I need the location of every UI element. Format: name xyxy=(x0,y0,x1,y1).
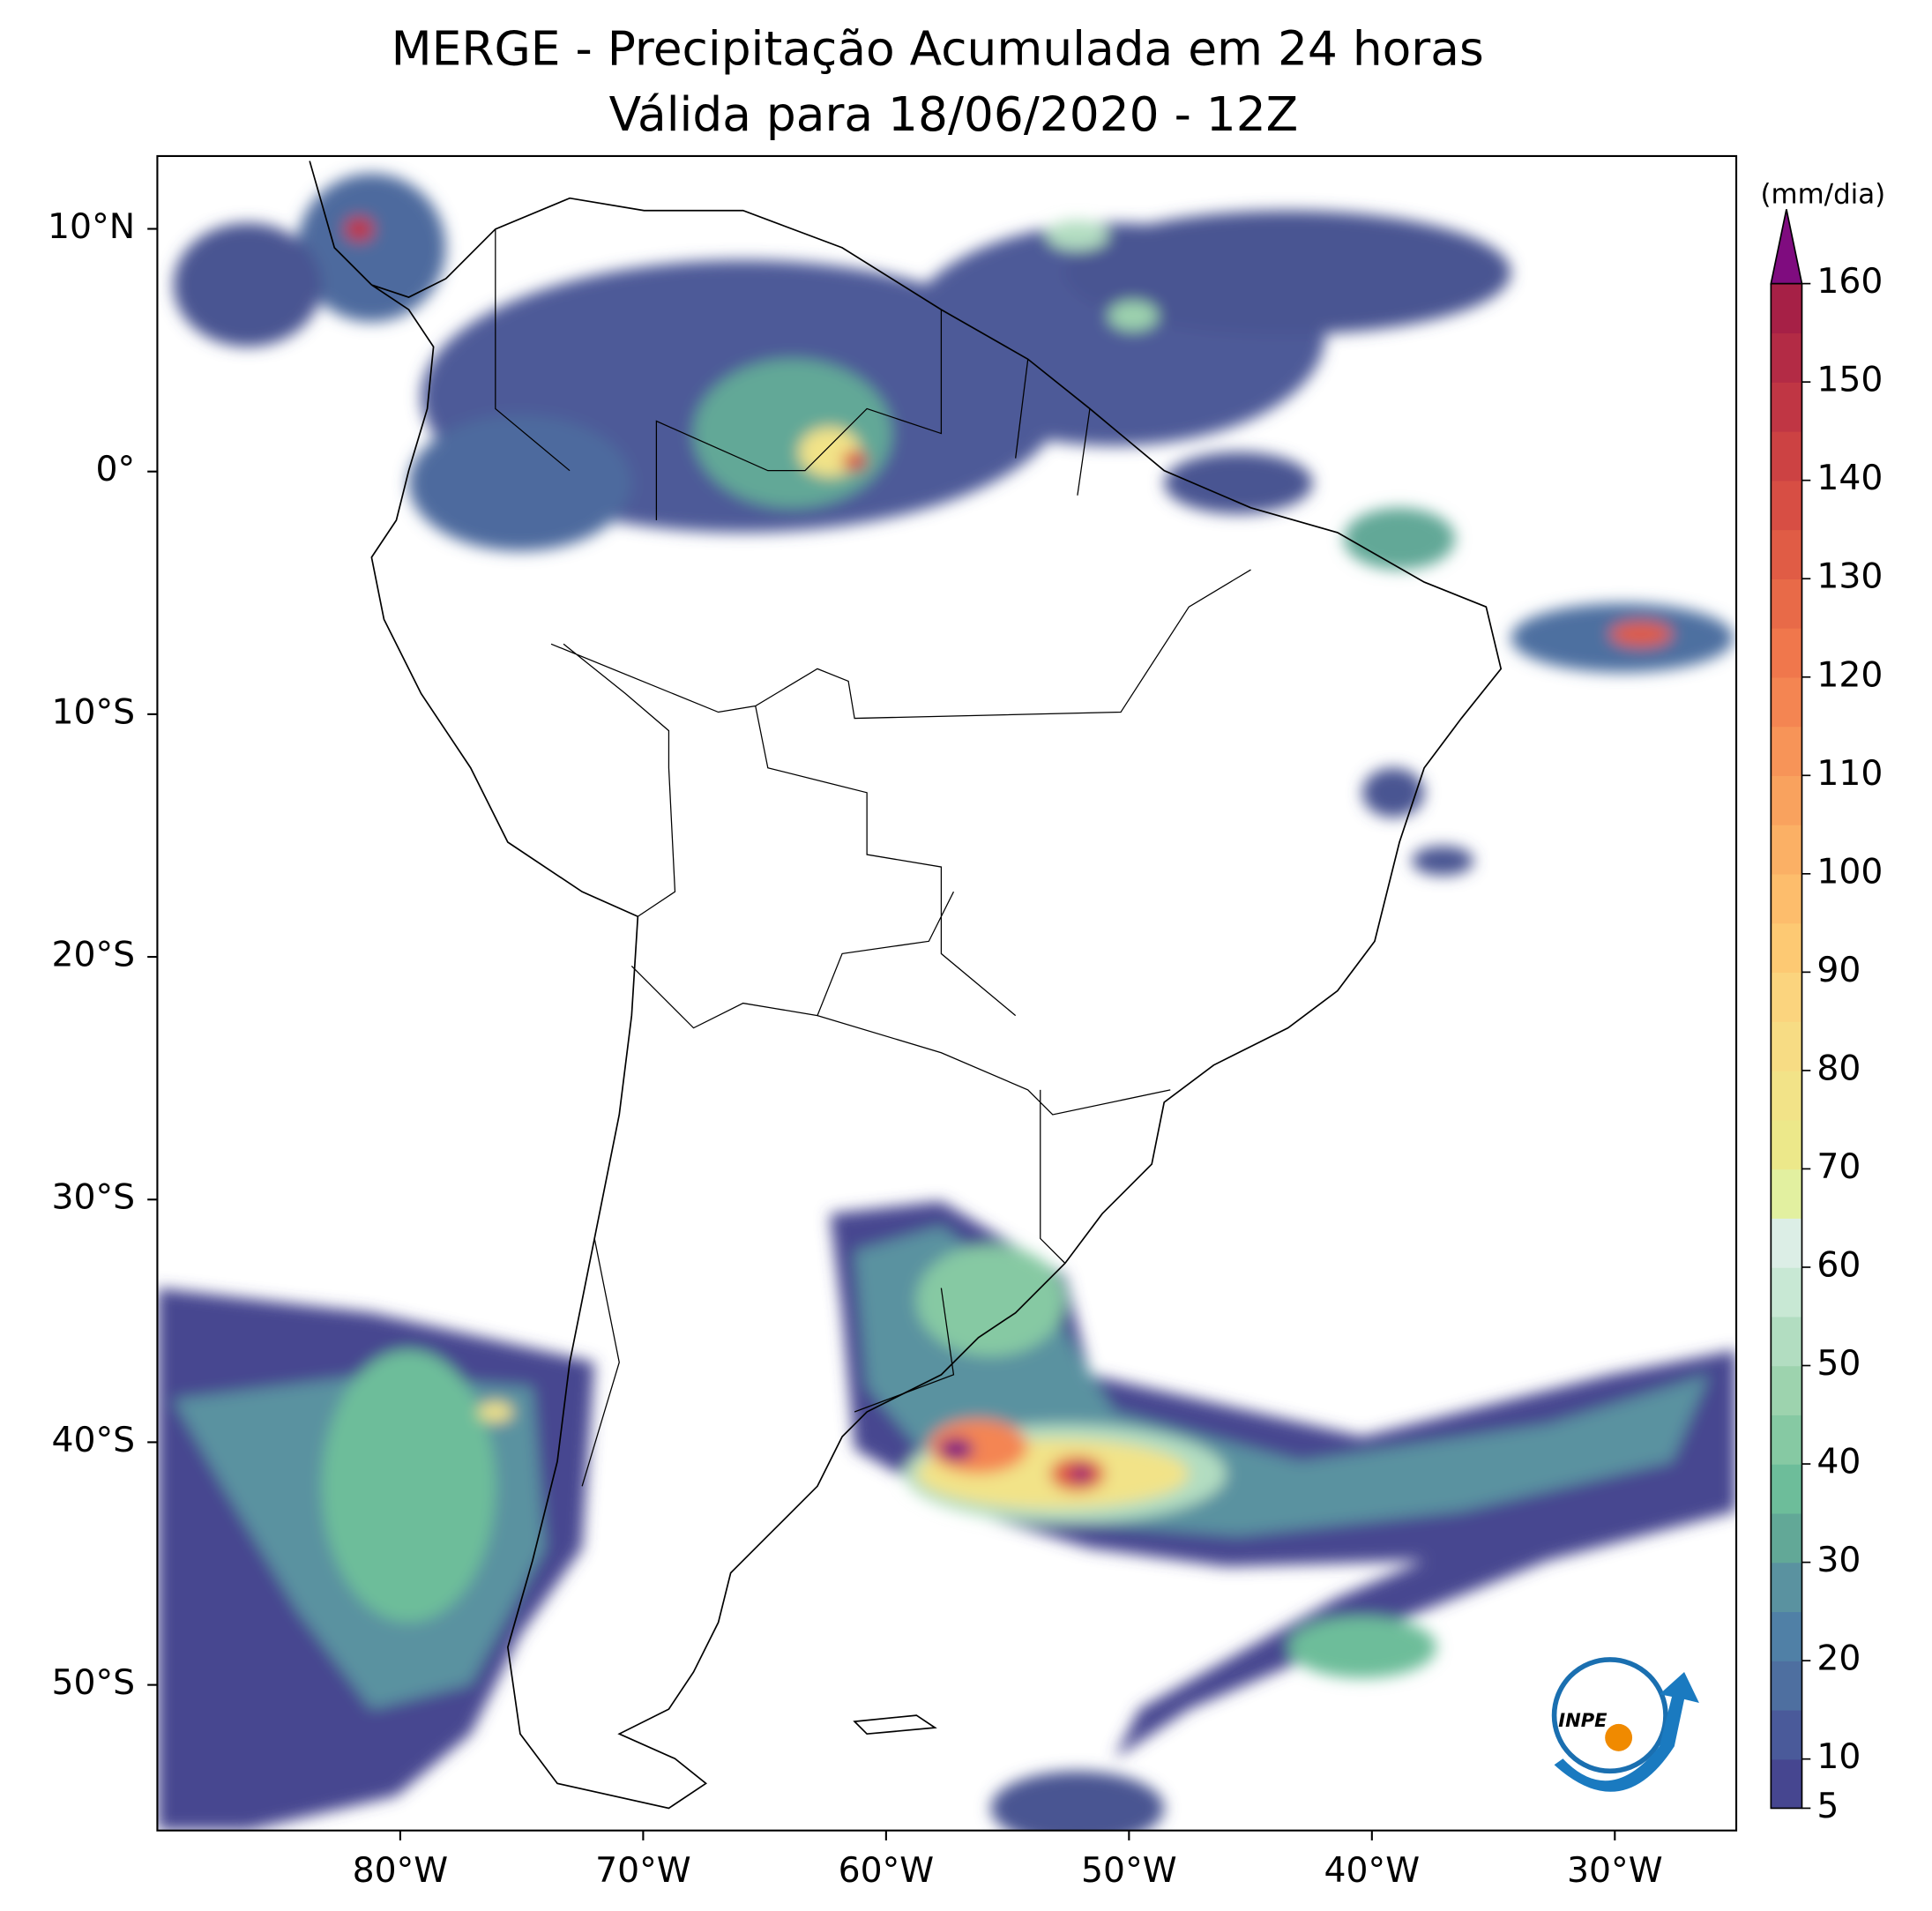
colorbar-segment xyxy=(1771,1119,1802,1170)
colorbar-segment xyxy=(1771,1611,1802,1661)
colorbar-tick-label: 10 xyxy=(1816,1737,1861,1777)
colorbar-segment xyxy=(1771,1562,1802,1613)
colorbar-segment xyxy=(1771,1758,1802,1810)
x-tick-label: 30°W xyxy=(1567,1851,1663,1891)
colorbar: 5 10 20 30 40 50 60 70 80 90 100 110 120 130 140 150 160 xyxy=(1770,209,1883,1826)
x-tick-label: 70°W xyxy=(595,1851,691,1891)
colorbar-segment xyxy=(1771,726,1802,776)
colorbar-segment xyxy=(1771,1168,1802,1219)
y-tick-label: 40°S xyxy=(52,1421,136,1460)
colorbar-segment xyxy=(1771,1709,1802,1760)
colorbar-segment xyxy=(1771,430,1802,481)
colorbar-tick-label: 130 xyxy=(1816,557,1883,597)
colorbar-segment xyxy=(1771,1021,1802,1071)
chart-subtitle: Válida para 18/06/2020 - 12Z xyxy=(609,86,1299,142)
colorbar-segment xyxy=(1771,972,1802,1022)
borders xyxy=(495,228,1251,1487)
colorbar-tick-label: 120 xyxy=(1816,655,1883,695)
colorbar-segment xyxy=(1771,1218,1802,1268)
y-tick-label: 30°S xyxy=(52,1178,136,1218)
colorbar-segment xyxy=(1771,283,1802,334)
coastlines xyxy=(309,160,1503,1810)
x-tick-label: 50°W xyxy=(1081,1851,1177,1891)
colorbar-tick-label: 30 xyxy=(1816,1541,1861,1580)
x-tick-label: 60°W xyxy=(839,1851,935,1891)
colorbar-frame xyxy=(1770,283,1803,1810)
colorbar-segment xyxy=(1771,1266,1802,1318)
colorbar-extend xyxy=(1770,209,1803,285)
colorbar-segment xyxy=(1771,382,1802,432)
y-tick-label: 10°N xyxy=(48,207,135,247)
colorbar-segment xyxy=(1771,579,1802,629)
logo-text: INPE xyxy=(1558,1709,1608,1731)
colorbar-tick-label: 50 xyxy=(1816,1344,1861,1384)
colorbar-segment xyxy=(1771,1365,1802,1415)
coastline xyxy=(370,197,1503,1810)
map-frame xyxy=(156,154,1738,1832)
colorbar-segment xyxy=(1771,1316,1802,1367)
x-tick-label: 80°W xyxy=(353,1851,449,1891)
colorbar-segment xyxy=(1771,775,1802,825)
y-tick-label: 50°S xyxy=(52,1663,136,1703)
logo-arrow xyxy=(1554,1671,1699,1792)
colorbar-segment xyxy=(1771,627,1802,678)
colorbar-tick-label: 5 xyxy=(1816,1787,1839,1826)
colorbar-segment xyxy=(1771,1512,1802,1564)
colorbar-segment xyxy=(1771,676,1802,728)
colorbar-tick-label: 100 xyxy=(1816,852,1883,892)
colorbar-tick-label: 110 xyxy=(1816,754,1883,794)
colorbar-segment xyxy=(1771,825,1802,875)
coastline xyxy=(309,160,372,286)
colorbar-tick-label: 70 xyxy=(1816,1147,1861,1187)
colorbar-tick-label: 40 xyxy=(1816,1443,1861,1482)
x-tick-label: 40°W xyxy=(1324,1851,1421,1891)
colorbar-tick-label: 90 xyxy=(1816,951,1861,990)
colorbar-tick-label: 160 xyxy=(1816,262,1883,302)
y-tick-label: 0° xyxy=(95,450,135,489)
logo-ring xyxy=(1551,1657,1668,1774)
colorbar-label: (mm/dia) xyxy=(1760,178,1885,210)
colorbar-tick-label: 150 xyxy=(1816,361,1883,400)
colorbar-tick-label: 60 xyxy=(1816,1245,1861,1285)
precipitation-field xyxy=(157,173,1737,1831)
colorbar-segment xyxy=(1771,922,1802,974)
colorbar-segment xyxy=(1771,1464,1802,1514)
colorbar-tick-label: 80 xyxy=(1816,1049,1861,1088)
coastline xyxy=(853,1714,937,1736)
y-tick-label: 20°S xyxy=(52,936,136,975)
colorbar-tick-label: 20 xyxy=(1816,1639,1861,1679)
colorbar-segment xyxy=(1771,1661,1802,1711)
colorbar-tick-label: 140 xyxy=(1816,459,1883,498)
colorbar-segment xyxy=(1771,529,1802,579)
logo-dot xyxy=(1605,1723,1633,1751)
logo: INPE xyxy=(1551,1657,1699,1792)
colorbar-segment xyxy=(1771,873,1802,924)
y-tick-label: 10°S xyxy=(52,692,136,732)
colorbar-segment xyxy=(1771,1415,1802,1465)
colorbar-segment xyxy=(1771,332,1802,383)
colorbar-segment xyxy=(1771,1070,1802,1121)
colorbar-segment xyxy=(1771,480,1802,531)
chart-title: MERGE - Precipitação Acumulada em 24 hor… xyxy=(392,21,1484,77)
